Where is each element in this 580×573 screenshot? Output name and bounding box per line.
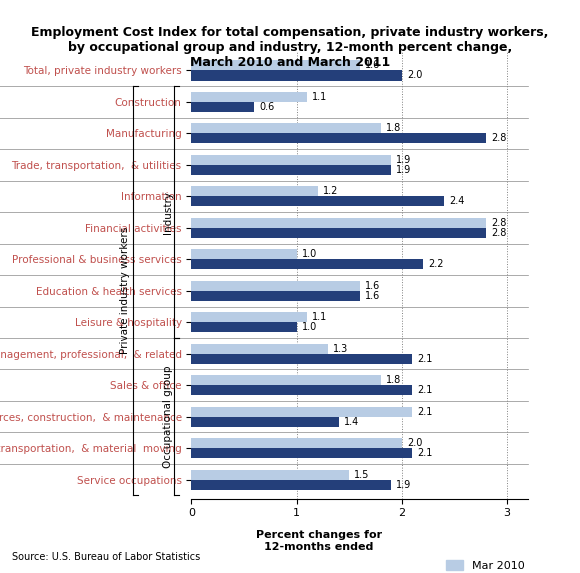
- Bar: [191, 123, 380, 134]
- Text: 1.4: 1.4: [344, 417, 359, 427]
- Bar: [191, 385, 412, 395]
- Bar: [191, 417, 339, 427]
- Text: 1.9: 1.9: [396, 480, 412, 490]
- Text: 1.8: 1.8: [386, 375, 401, 385]
- Bar: [191, 480, 391, 490]
- Text: 2.1: 2.1: [418, 407, 433, 417]
- Text: 1.0: 1.0: [302, 322, 317, 332]
- Text: Employment Cost Index for total compensation, private industry workers,
by occup: Employment Cost Index for total compensa…: [31, 26, 549, 69]
- Text: 1.9: 1.9: [396, 155, 412, 165]
- Bar: [191, 438, 401, 448]
- Text: 1.6: 1.6: [365, 291, 380, 301]
- Text: 1.3: 1.3: [334, 344, 349, 354]
- Bar: [191, 134, 486, 143]
- Text: Private industry workers: Private industry workers: [119, 227, 130, 355]
- Text: 1.9: 1.9: [396, 165, 412, 175]
- Bar: [191, 375, 380, 385]
- Text: 2.0: 2.0: [407, 438, 422, 448]
- Text: 2.0: 2.0: [407, 70, 422, 80]
- Bar: [191, 197, 444, 206]
- Bar: [191, 60, 360, 70]
- Text: 0.6: 0.6: [260, 102, 275, 112]
- Text: 2.1: 2.1: [418, 354, 433, 364]
- Bar: [191, 469, 349, 480]
- Text: 1.6: 1.6: [365, 281, 380, 291]
- Text: 2.8: 2.8: [491, 218, 506, 228]
- Text: 1.5: 1.5: [354, 470, 369, 480]
- Bar: [191, 218, 486, 228]
- Bar: [191, 322, 296, 332]
- Bar: [191, 92, 307, 102]
- Text: 2.4: 2.4: [449, 197, 465, 206]
- Bar: [191, 281, 360, 291]
- Text: Percent changes for
12-months ended: Percent changes for 12-months ended: [256, 530, 382, 552]
- Bar: [191, 228, 486, 238]
- Bar: [191, 407, 412, 417]
- Text: 1.6: 1.6: [365, 60, 380, 70]
- Text: Source: U.S. Bureau of Labor Statistics: Source: U.S. Bureau of Labor Statistics: [12, 552, 200, 562]
- Bar: [191, 165, 391, 175]
- Text: 1.2: 1.2: [323, 186, 338, 197]
- Text: 2.8: 2.8: [491, 134, 506, 143]
- Text: 2.1: 2.1: [418, 385, 433, 395]
- Bar: [191, 70, 401, 81]
- Text: Occupational group: Occupational group: [163, 366, 173, 468]
- Bar: [191, 155, 391, 165]
- Bar: [191, 448, 412, 458]
- Bar: [191, 291, 360, 301]
- Text: 2.1: 2.1: [418, 448, 433, 458]
- Bar: [191, 354, 412, 364]
- Bar: [191, 249, 296, 260]
- Text: 1.0: 1.0: [302, 249, 317, 259]
- Bar: [191, 186, 318, 197]
- Text: 2.2: 2.2: [428, 260, 444, 269]
- Text: 1.8: 1.8: [386, 123, 401, 134]
- Bar: [191, 312, 307, 322]
- Legend: Mar 2010, Mar 2011: Mar 2010, Mar 2011: [442, 555, 529, 573]
- Bar: [191, 260, 423, 269]
- Bar: [191, 344, 328, 354]
- Bar: [191, 102, 255, 112]
- Text: 1.1: 1.1: [312, 92, 328, 102]
- Text: 2.8: 2.8: [491, 228, 506, 238]
- Text: Industry: Industry: [163, 191, 173, 234]
- Text: 1.1: 1.1: [312, 312, 328, 322]
